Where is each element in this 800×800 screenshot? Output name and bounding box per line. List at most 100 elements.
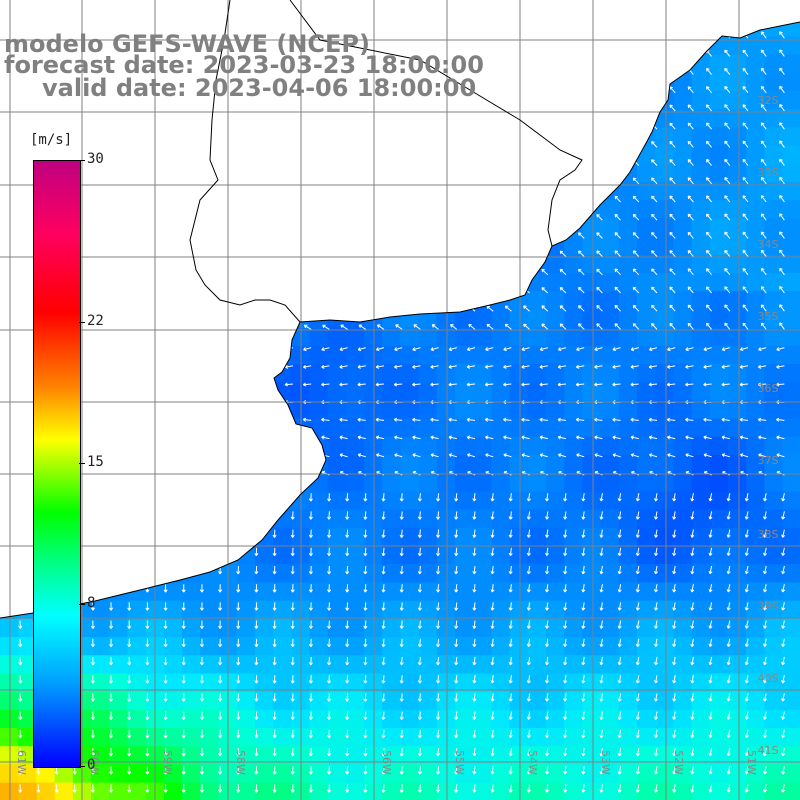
wind-cell (691, 163, 711, 183)
wind-cell (455, 527, 474, 547)
wind-cell (509, 618, 529, 638)
wind-arrow (345, 693, 350, 702)
wind-arrow (581, 766, 586, 775)
wind-arrow (687, 322, 694, 330)
wind-arrow (541, 323, 549, 330)
wind-cell (564, 637, 583, 656)
wind-arrow (557, 435, 567, 440)
wind-cell (364, 746, 383, 765)
wind-cell (527, 673, 547, 693)
wind-cell (728, 527, 747, 547)
wind-cell (54, 782, 74, 800)
wind-cell (527, 527, 547, 547)
wind-cell (728, 673, 747, 693)
wind-cell (600, 309, 620, 329)
wind-arrow (236, 729, 241, 739)
wind-cell (491, 618, 511, 638)
wind-arrow (127, 638, 132, 648)
wind-cell (673, 291, 693, 310)
wind-arrow (599, 729, 604, 739)
wind-cell (709, 218, 729, 238)
wind-cell (691, 782, 711, 800)
wind-cell (564, 582, 583, 602)
wind-cell (728, 382, 747, 401)
wind-cell (400, 673, 420, 693)
wind-arrow (596, 268, 603, 276)
wind-cell (382, 764, 401, 784)
wind-cell (709, 509, 729, 529)
wind-cell (709, 163, 729, 183)
wind-arrow (526, 729, 531, 739)
wind-arrow (669, 195, 676, 203)
wind-arrow (760, 85, 767, 94)
wind-arrow (181, 729, 186, 739)
wind-cell (582, 364, 602, 383)
wind-arrow (375, 347, 385, 352)
wind-arrow (690, 584, 695, 593)
wind-arrow (744, 529, 749, 538)
wind-cell (400, 600, 420, 620)
wind-arrow (454, 620, 459, 629)
wind-arrow (742, 122, 749, 130)
wind-arrow (581, 511, 586, 520)
wind-arrow (617, 511, 622, 520)
wind-cell (436, 527, 456, 547)
wind-arrow (454, 638, 459, 648)
wind-cell (764, 436, 784, 456)
wind-cell (764, 200, 784, 219)
wind-cell (400, 709, 420, 729)
wind-arrow (575, 364, 585, 369)
wind-cell (364, 637, 383, 656)
wind-arrow (726, 656, 731, 666)
wind-cell (673, 400, 693, 420)
wind-cell (691, 273, 711, 292)
wind-arrow (163, 748, 168, 757)
wind-cell (254, 546, 274, 565)
wind-cell (400, 382, 420, 401)
wind-cell (709, 764, 729, 784)
wind-arrow (706, 67, 712, 75)
wind-cell (127, 673, 147, 693)
wind-cell (345, 618, 365, 638)
wind-arrow (726, 584, 731, 593)
wind-cell (473, 709, 492, 729)
wind-cell (418, 673, 438, 693)
wind-cell (564, 764, 583, 784)
wind-arrow (363, 766, 368, 775)
wind-arrow (779, 49, 785, 57)
wind-cell (709, 364, 729, 383)
wind-cell (127, 782, 147, 800)
wind-arrow (594, 435, 603, 440)
wind-cell (673, 673, 693, 693)
wind-arrow (690, 565, 695, 575)
wind-cell (273, 691, 292, 711)
wind-cell (728, 309, 747, 329)
wind-arrow (339, 347, 348, 352)
wind-arrow (721, 435, 730, 440)
wind-arrow (690, 729, 695, 739)
wind-arrow (654, 547, 658, 557)
wind-arrow (345, 638, 350, 648)
wind-cell (764, 163, 784, 183)
wind-arrow (545, 620, 549, 629)
wind-cell (691, 200, 711, 219)
wind-arrow (327, 620, 332, 629)
wind-arrow (321, 382, 330, 387)
wind-cell (673, 709, 693, 729)
wind-arrow (672, 565, 677, 575)
wind-cell (309, 728, 329, 747)
wind-cell (546, 782, 565, 800)
wind-arrow (581, 693, 586, 702)
wind-arrow (503, 417, 512, 422)
wind-arrow (467, 453, 476, 458)
wind-arrow (648, 417, 658, 422)
wind-cell (509, 473, 529, 492)
wind-cell (18, 728, 37, 747)
wind-cell (618, 655, 638, 674)
wind-cell (746, 582, 765, 602)
wind-cell (691, 582, 711, 602)
wind-cell (746, 327, 765, 347)
wind-arrow (708, 656, 713, 666)
wind-cell (691, 600, 711, 620)
wind-arrow (685, 453, 694, 458)
